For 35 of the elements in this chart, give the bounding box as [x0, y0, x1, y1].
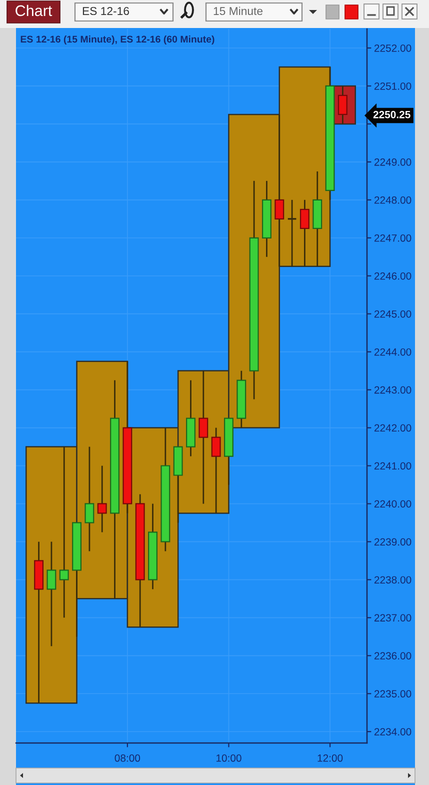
- candlestick: [59, 446, 69, 618]
- y-tick-label: 2249.00: [374, 158, 412, 166]
- text: 15 Minute: [214, 6, 263, 16]
- y-tick-label: 2236.00: [374, 652, 412, 660]
- y-tick-label: 2245.00: [374, 310, 412, 318]
- y-tick-label: 2239.00: [374, 538, 412, 546]
- candlestick: [46, 541, 56, 647]
- candlestick: [338, 85, 348, 125]
- text: ES 12-16 (15 Minute), ES 12-16 (60 Minute): [20, 35, 214, 45]
- candlestick: [198, 370, 208, 504]
- x-tick-label: 10:00: [216, 754, 242, 762]
- y-tick-label: 2237.00: [374, 614, 412, 622]
- y-tick-label: 2234.00: [374, 728, 412, 736]
- candlestick: [274, 114, 284, 268]
- y-tick-label: 2244.00: [374, 348, 412, 356]
- y-tick-label: 2241.00: [374, 462, 412, 470]
- y-tick-label: 2235.00: [374, 690, 412, 698]
- text: 2250.25: [373, 110, 410, 118]
- x-tick-label: 12:00: [318, 754, 343, 762]
- text: ES 12-16: [82, 6, 129, 16]
- y-tick-label: 2243.00: [374, 386, 412, 394]
- y-tick-label: 2248.00: [374, 196, 412, 204]
- candlestick: [300, 199, 310, 268]
- x-tick-label: 08:00: [114, 754, 140, 762]
- y-tick-label: 2246.00: [374, 272, 412, 280]
- y-tick-label: 2252.00: [374, 44, 412, 52]
- candlestick: [84, 446, 94, 552]
- y-tick-label: 2247.00: [374, 234, 412, 242]
- candlestick: [211, 427, 221, 514]
- text: Chart: [16, 4, 52, 16]
- candlestick: [97, 465, 107, 533]
- y-tick-label: 2238.00: [374, 576, 412, 584]
- y-tick-label: 2251.00: [374, 82, 412, 90]
- y-tick-label: 2240.00: [374, 500, 412, 508]
- y-tick-label: 2242.00: [374, 424, 412, 432]
